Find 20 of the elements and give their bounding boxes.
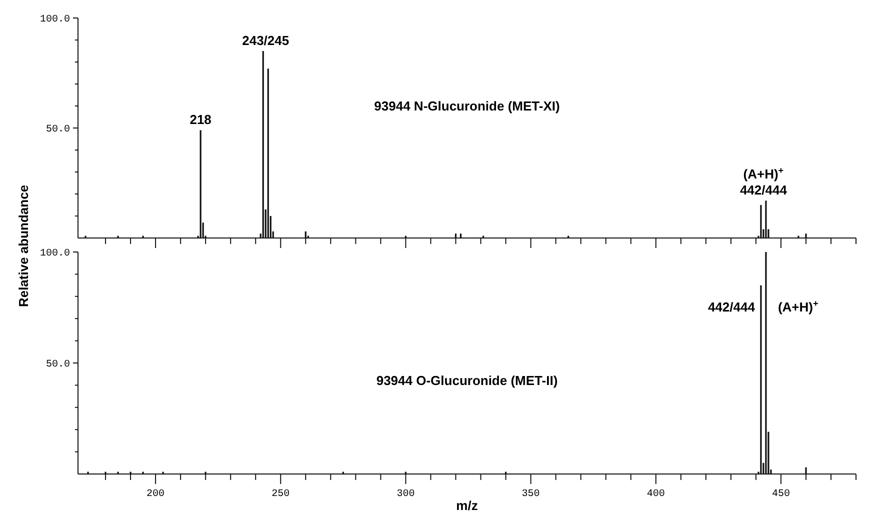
- annotation: (A+H)$^{+}$: [743, 166, 784, 182]
- x-tick-label: 300: [396, 489, 415, 500]
- annotation: 218: [190, 112, 212, 128]
- annotation: 243/245: [242, 33, 290, 48]
- y-tick-label: 100.0: [40, 248, 70, 260]
- x-tick-label: 350: [522, 489, 540, 500]
- annotation: 442/444: [740, 182, 788, 198]
- y-tick-label: 50.0: [46, 124, 70, 136]
- annotation: (A+H)$^{+}$: [778, 298, 818, 314]
- y-axis-title: Relative abundance: [16, 184, 31, 308]
- x-tick-label: 450: [772, 489, 790, 500]
- y-tick-label: 100.0: [40, 14, 70, 26]
- x-tick-label: 200: [146, 489, 165, 500]
- x-axis-title: m/z: [456, 498, 478, 513]
- annotation: 93944 N-Glucuronide (MET-XI): [374, 98, 560, 114]
- y-tick-label: 50.0: [46, 360, 70, 370]
- x-tick-label: 250: [272, 489, 290, 500]
- annotation: 442/444: [708, 300, 756, 314]
- annotation: 93944 O-Glucuronide (MET-II): [376, 373, 558, 388]
- x-tick-label: 400: [646, 489, 665, 500]
